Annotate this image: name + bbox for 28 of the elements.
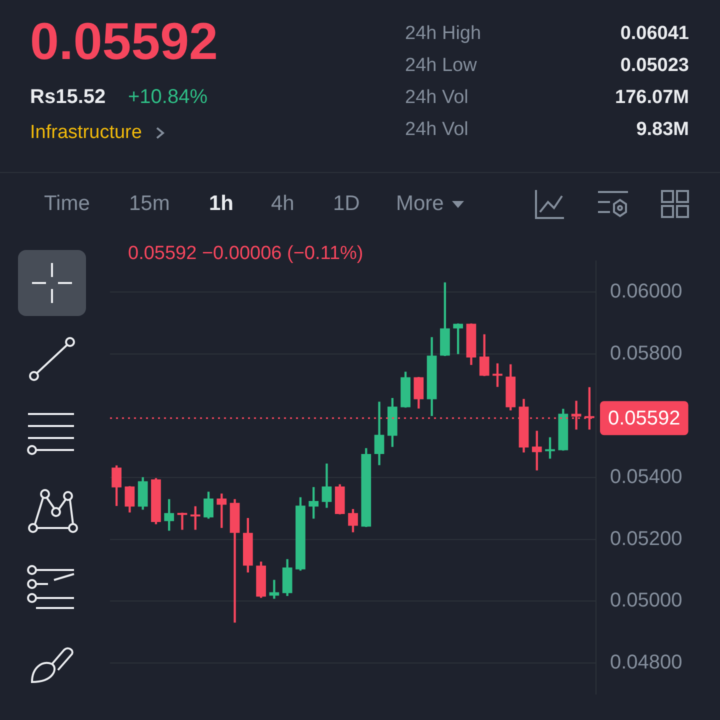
text: 0.06041: [620, 23, 689, 45]
y-tick-label: 0.04800: [610, 652, 682, 674]
text: 24h High: [405, 23, 482, 45]
y-tick-label: 0.05000: [610, 590, 682, 612]
text: 1h: [209, 192, 234, 216]
chart-title: 0.05592: [30, 12, 218, 72]
text: 24h Vol: [405, 119, 468, 141]
candlestick: [269, 580, 280, 599]
y-tick-label: 0.06000: [610, 280, 682, 302]
text: 0.05023: [620, 55, 689, 77]
text: 176.07M: [615, 87, 689, 109]
text: Time: [44, 192, 90, 216]
text: 15m: [129, 192, 170, 216]
text: 4h: [271, 192, 294, 216]
text: 9.83M: [636, 119, 689, 141]
text: 24h Low: [405, 55, 477, 77]
text: Infrastructure: [30, 122, 142, 144]
text: 1D: [333, 192, 360, 216]
text: Rs15.52: [30, 86, 106, 109]
ref-line-label: 0.05592: [608, 408, 680, 430]
annotation: 0.05592 −0.00006 (−0.11%): [128, 243, 364, 265]
text: 24h Vol: [405, 87, 468, 109]
text: +10.84%: [128, 86, 208, 109]
y-tick-label: 0.05800: [610, 342, 682, 364]
text: More: [396, 192, 444, 216]
y-tick-label: 0.05400: [610, 466, 682, 488]
y-tick-label: 0.05200: [610, 528, 682, 550]
candlestick: [177, 512, 188, 530]
